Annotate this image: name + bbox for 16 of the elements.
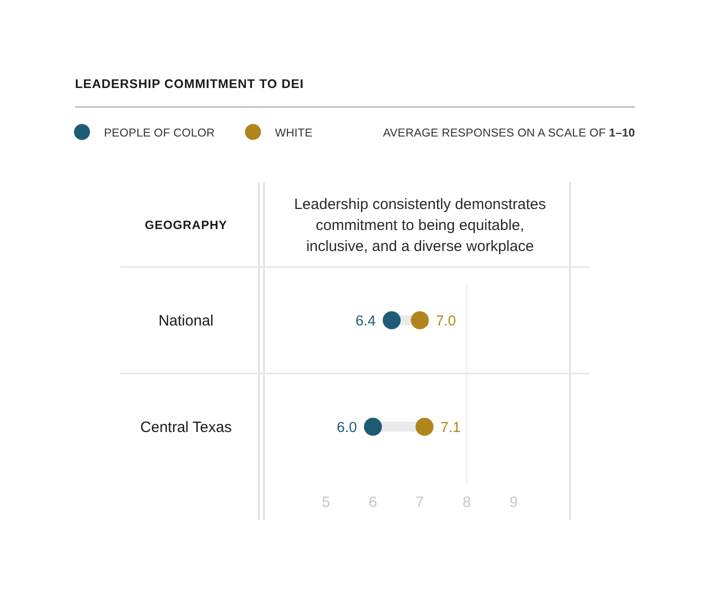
data-label: 7.1 bbox=[440, 420, 461, 436]
y-axis-title: GEOGRAPHY bbox=[144, 218, 228, 232]
chart-subtitle: AVERAGE RESPONSES ON A SCALE OF 1–10 bbox=[382, 128, 635, 140]
point bbox=[410, 311, 429, 330]
data-label: 6.4 bbox=[356, 313, 376, 330]
y-tick-label: Central Texas bbox=[140, 418, 232, 436]
point bbox=[416, 418, 434, 436]
data-label: 7.0 bbox=[436, 313, 456, 330]
legend-label: PEOPLE OF COLOR bbox=[104, 128, 215, 140]
y-tick-label: National bbox=[158, 312, 214, 330]
point bbox=[364, 418, 382, 436]
chart-title: LEADERSHIP COMMITMENT TO DEI bbox=[75, 77, 304, 91]
legend-label: WHITE bbox=[275, 128, 313, 140]
point bbox=[382, 311, 401, 330]
x-axis-title: Leadership consistently demonstrates commitment to being equitable, inclusive, and a diverse workplace bbox=[294, 196, 546, 255]
data-label: 6.0 bbox=[336, 420, 357, 436]
